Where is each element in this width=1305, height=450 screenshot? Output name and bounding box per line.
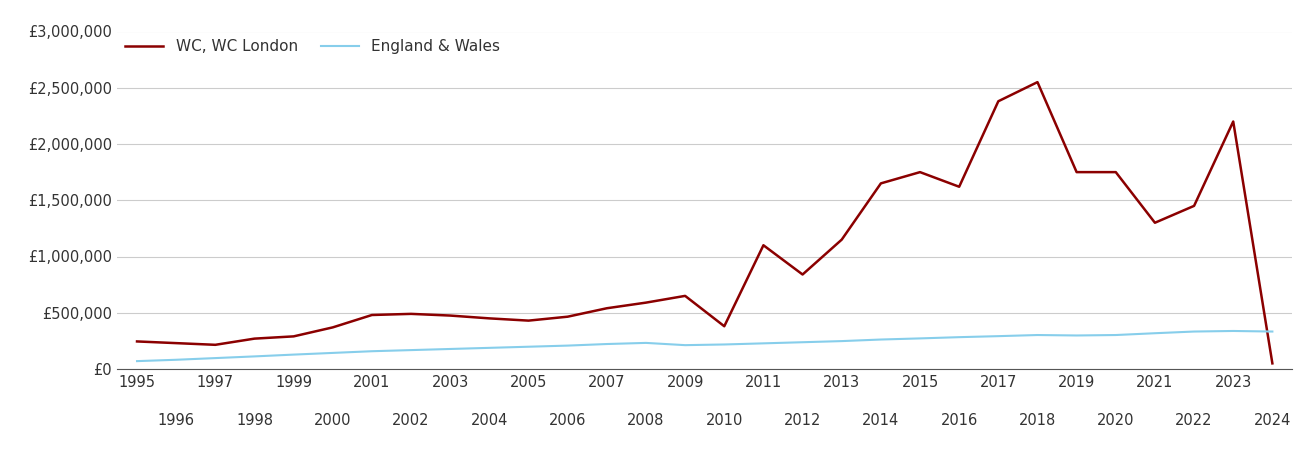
Text: 2014: 2014: [863, 414, 899, 428]
WC, WC London: [1225, 119, 1241, 124]
WC, WC London: [482, 316, 497, 321]
Text: 2020: 2020: [1098, 414, 1134, 428]
England & Wales: [1108, 332, 1124, 338]
WC, WC London: [912, 169, 928, 175]
WC, WC London: [1265, 360, 1280, 366]
Text: 2008: 2008: [628, 414, 664, 428]
England & Wales: [912, 336, 928, 341]
England & Wales: [325, 350, 341, 356]
WC, WC London: [677, 293, 693, 299]
England & Wales: [129, 358, 145, 364]
England & Wales: [286, 352, 301, 357]
Text: 2004: 2004: [471, 414, 508, 428]
WC, WC London: [207, 342, 223, 347]
WC, WC London: [1147, 220, 1163, 225]
Text: 2012: 2012: [784, 414, 821, 428]
WC, WC London: [325, 324, 341, 330]
WC, WC London: [873, 180, 889, 186]
WC, WC London: [560, 314, 576, 319]
WC, WC London: [834, 237, 850, 242]
Text: 2000: 2000: [315, 414, 351, 428]
WC, WC London: [599, 306, 615, 311]
England & Wales: [560, 343, 576, 348]
England & Wales: [638, 340, 654, 346]
England & Wales: [482, 345, 497, 351]
WC, WC London: [1186, 203, 1202, 208]
Text: 2010: 2010: [706, 414, 743, 428]
WC, WC London: [951, 184, 967, 189]
England & Wales: [795, 339, 810, 345]
Text: 2018: 2018: [1019, 414, 1056, 428]
WC, WC London: [638, 300, 654, 305]
WC, WC London: [756, 243, 771, 248]
Text: 1998: 1998: [236, 414, 273, 428]
Legend: WC, WC London, England & Wales: WC, WC London, England & Wales: [125, 39, 500, 54]
England & Wales: [599, 341, 615, 346]
Text: 2024: 2024: [1254, 414, 1291, 428]
England & Wales: [247, 354, 262, 359]
England & Wales: [756, 341, 771, 346]
WC, WC London: [1108, 169, 1124, 175]
Text: 2022: 2022: [1176, 414, 1212, 428]
WC, WC London: [1069, 169, 1084, 175]
England & Wales: [677, 342, 693, 348]
England & Wales: [521, 344, 536, 349]
England & Wales: [990, 333, 1006, 339]
Text: 1996: 1996: [158, 414, 194, 428]
Line: WC, WC London: WC, WC London: [137, 82, 1272, 363]
Line: England & Wales: England & Wales: [137, 331, 1272, 361]
England & Wales: [1147, 330, 1163, 336]
England & Wales: [168, 357, 184, 363]
England & Wales: [1265, 329, 1280, 334]
WC, WC London: [990, 99, 1006, 104]
England & Wales: [1186, 329, 1202, 334]
WC, WC London: [168, 340, 184, 346]
WC, WC London: [1030, 79, 1045, 85]
WC, WC London: [364, 312, 380, 318]
Text: 2002: 2002: [393, 414, 429, 428]
WC, WC London: [247, 336, 262, 341]
WC, WC London: [403, 311, 419, 317]
England & Wales: [834, 338, 850, 344]
England & Wales: [207, 356, 223, 361]
WC, WC London: [442, 313, 458, 318]
England & Wales: [364, 348, 380, 354]
England & Wales: [951, 334, 967, 340]
England & Wales: [1225, 328, 1241, 333]
WC, WC London: [795, 272, 810, 277]
Text: 2016: 2016: [941, 414, 977, 428]
England & Wales: [1069, 333, 1084, 338]
England & Wales: [716, 342, 732, 347]
England & Wales: [1030, 332, 1045, 338]
WC, WC London: [521, 318, 536, 323]
England & Wales: [442, 346, 458, 351]
WC, WC London: [129, 339, 145, 344]
England & Wales: [873, 337, 889, 342]
WC, WC London: [286, 333, 301, 339]
England & Wales: [403, 347, 419, 353]
WC, WC London: [716, 324, 732, 329]
Text: 2006: 2006: [549, 414, 586, 428]
